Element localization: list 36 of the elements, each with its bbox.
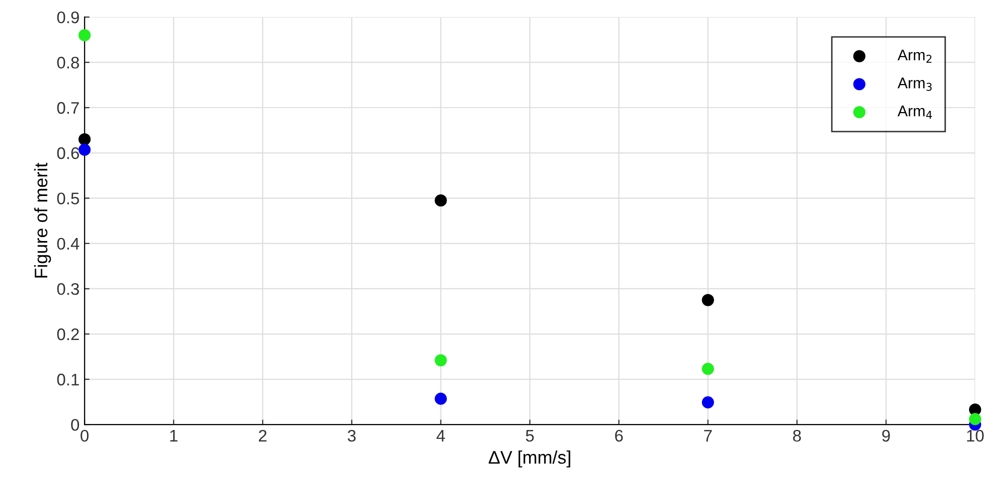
y-tick-label: 0.3 <box>57 283 79 295</box>
x-axis-title: ΔV [mm/s] <box>488 450 570 468</box>
y-tick-label: 0.7 <box>57 102 79 114</box>
y-tick-label: 0.4 <box>57 238 80 250</box>
point <box>434 392 447 405</box>
point <box>702 294 714 306</box>
point <box>434 194 447 207</box>
y-tick-label: 0 <box>71 418 80 431</box>
x-tick-label: 2 <box>258 430 266 442</box>
y-tick-label: 0.6 <box>57 147 79 160</box>
x-tick-label: 10 <box>967 430 984 442</box>
x-tick-label: 5 <box>526 430 534 442</box>
y-axis-title: Figure of merit <box>34 162 51 278</box>
legend-label: Arm$_{4}$ <box>898 106 932 119</box>
point <box>78 144 91 156</box>
point <box>78 29 91 42</box>
point <box>702 362 714 375</box>
point <box>702 396 714 408</box>
point <box>969 413 982 426</box>
point <box>434 354 447 366</box>
point <box>78 133 91 146</box>
x-tick-label: 6 <box>615 430 623 442</box>
y-tick-label: 0.5 <box>57 192 80 204</box>
x-tick-label: 4 <box>436 430 445 442</box>
y-tick-label: 0.1 <box>57 374 79 386</box>
legend-label: Arm$_{2}$ <box>898 50 932 63</box>
x-tick-label: 9 <box>882 430 890 442</box>
legend-label: Arm$_{3}$ <box>898 78 932 91</box>
x-tick-label: 0 <box>80 430 89 442</box>
y-tick-label: 0.9 <box>57 11 79 24</box>
y-tick-label: 0.2 <box>57 328 79 340</box>
x-tick-label: 1 <box>170 430 178 442</box>
y-tick-label: 0.8 <box>57 56 79 69</box>
x-tick-label: 7 <box>704 430 712 442</box>
x-tick-label: 8 <box>793 430 801 442</box>
x-tick-label: 3 <box>348 430 356 442</box>
